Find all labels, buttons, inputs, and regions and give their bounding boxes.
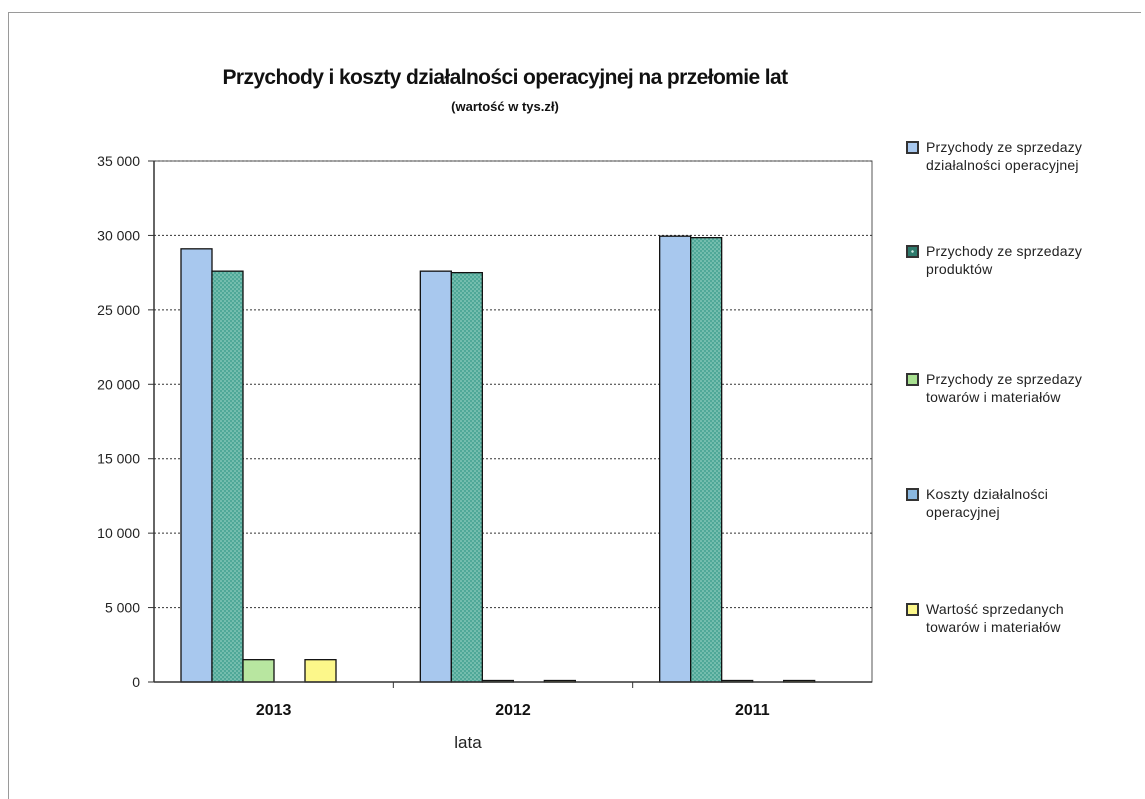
y-tick-label: 20 000: [97, 376, 140, 392]
legend-label: Przychody ze sprzedazy produktów: [926, 242, 1082, 278]
legend-label-line: operacyjnej: [926, 504, 1000, 520]
legend-swatch: [906, 141, 919, 154]
legend-label-line: Przychody ze sprzedazy: [926, 371, 1083, 387]
legend-label-line: towarów i materiałów: [926, 389, 1061, 405]
legend-swatch: [906, 603, 919, 616]
legend-label: Przychody ze sprzedazy działalności opera…: [926, 138, 1082, 174]
chart-frame: [8, 12, 1141, 799]
bar-2013-series-5: [304, 659, 337, 683]
bar-2012-series-2: [450, 271, 483, 683]
legend-item: Przychody ze sprzedazy towarów i materiał…: [906, 370, 1141, 406]
legend-label-line: Przychody ze sprzedazy: [926, 243, 1083, 259]
x-tick-label: 2011: [735, 702, 770, 719]
legend-swatch: [906, 245, 919, 258]
y-tick-label: 30 000: [97, 227, 140, 243]
legend-item: Koszty działalności operacyjnej: [906, 485, 1141, 521]
y-tick-label: 5 000: [105, 600, 140, 616]
legend-label: Koszty działalności operacyjnej: [926, 485, 1048, 521]
bar-2013-series-1: [180, 248, 213, 683]
legend-label-line: Koszty działalności: [926, 486, 1049, 502]
legend-item: Wartość sprzedanych towarów i materiałów: [906, 600, 1141, 636]
x-axis-label: lata: [454, 733, 482, 752]
y-tick-label: 35 000: [97, 153, 140, 169]
bar-2012-series-1: [419, 270, 452, 683]
legend-label: Wartość sprzedanych towarów i materiałów: [926, 600, 1064, 636]
bar-2013-series-2: [211, 270, 244, 683]
legend-label-line: towarów i materiałów: [926, 619, 1061, 635]
plot-area: [153, 160, 873, 683]
y-tick-label: 15 000: [97, 451, 140, 467]
legend-label: Przychody ze sprzedazy towarów i materiał…: [926, 370, 1082, 406]
legend-label-line: Wartość sprzedanych: [926, 601, 1064, 617]
legend-swatch: [906, 373, 919, 386]
bar-2011-series-2: [690, 237, 723, 683]
legend-item: Przychody ze sprzedazy działalności opera…: [906, 138, 1141, 174]
x-tick-label: 2013: [256, 702, 292, 719]
legend-swatch: [906, 488, 919, 501]
legend-item: Przychody ze sprzedazy produktów: [906, 242, 1141, 278]
chart-subtitle: (wartość w tys.zł): [451, 99, 559, 114]
legend-label-line: produktów: [926, 261, 993, 277]
y-tick-label: 10 000: [97, 525, 140, 541]
bar-2011-series-1: [659, 235, 692, 683]
chart-title: Przychody i koszty działalności operacyj…: [222, 66, 788, 89]
y-tick-label: 0: [132, 674, 140, 690]
y-tick-label: 25 000: [97, 302, 140, 318]
legend-label-line: Przychody ze sprzedazy: [926, 139, 1083, 155]
bar-2013-series-3: [242, 659, 275, 683]
legend-label-line: działalności operacyjnej: [926, 157, 1079, 173]
x-tick-label: 2012: [495, 702, 531, 719]
